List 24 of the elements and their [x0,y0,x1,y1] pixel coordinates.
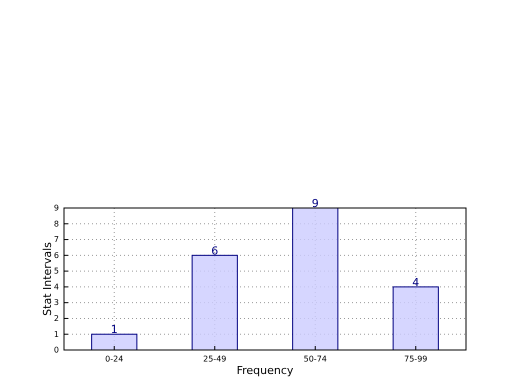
y-tick-label: 8 [54,219,59,228]
data-label: 6 [211,244,218,258]
x-tick-label: 25-49 [203,354,226,364]
y-tick-label: 3 [54,298,59,308]
x-tick-label: 75-99 [404,354,428,364]
data-label: 9 [312,197,319,210]
y-tick-label: 2 [54,314,59,324]
data-label: 1 [110,323,118,336]
y-tick-label: 4 [54,282,59,292]
y-tick-label: 6 [54,250,59,260]
bar [292,208,338,350]
y-tick-label: 0 [54,346,59,355]
bar [91,334,138,350]
x-tick-label: 0-24 [105,354,124,364]
y-tick-label: 1 [54,330,59,339]
y-axis-title: Stat Intervals [41,242,54,316]
bar [192,254,238,350]
x-axis-title: Frequency [236,364,294,377]
y-tick-label: 9 [54,204,59,213]
y-tick-label: 7 [54,235,59,244]
bar [392,286,439,350]
x-tick-label: 50-74 [304,354,327,364]
y-tick-label: 5 [54,266,59,276]
data-label: 4 [412,276,420,289]
